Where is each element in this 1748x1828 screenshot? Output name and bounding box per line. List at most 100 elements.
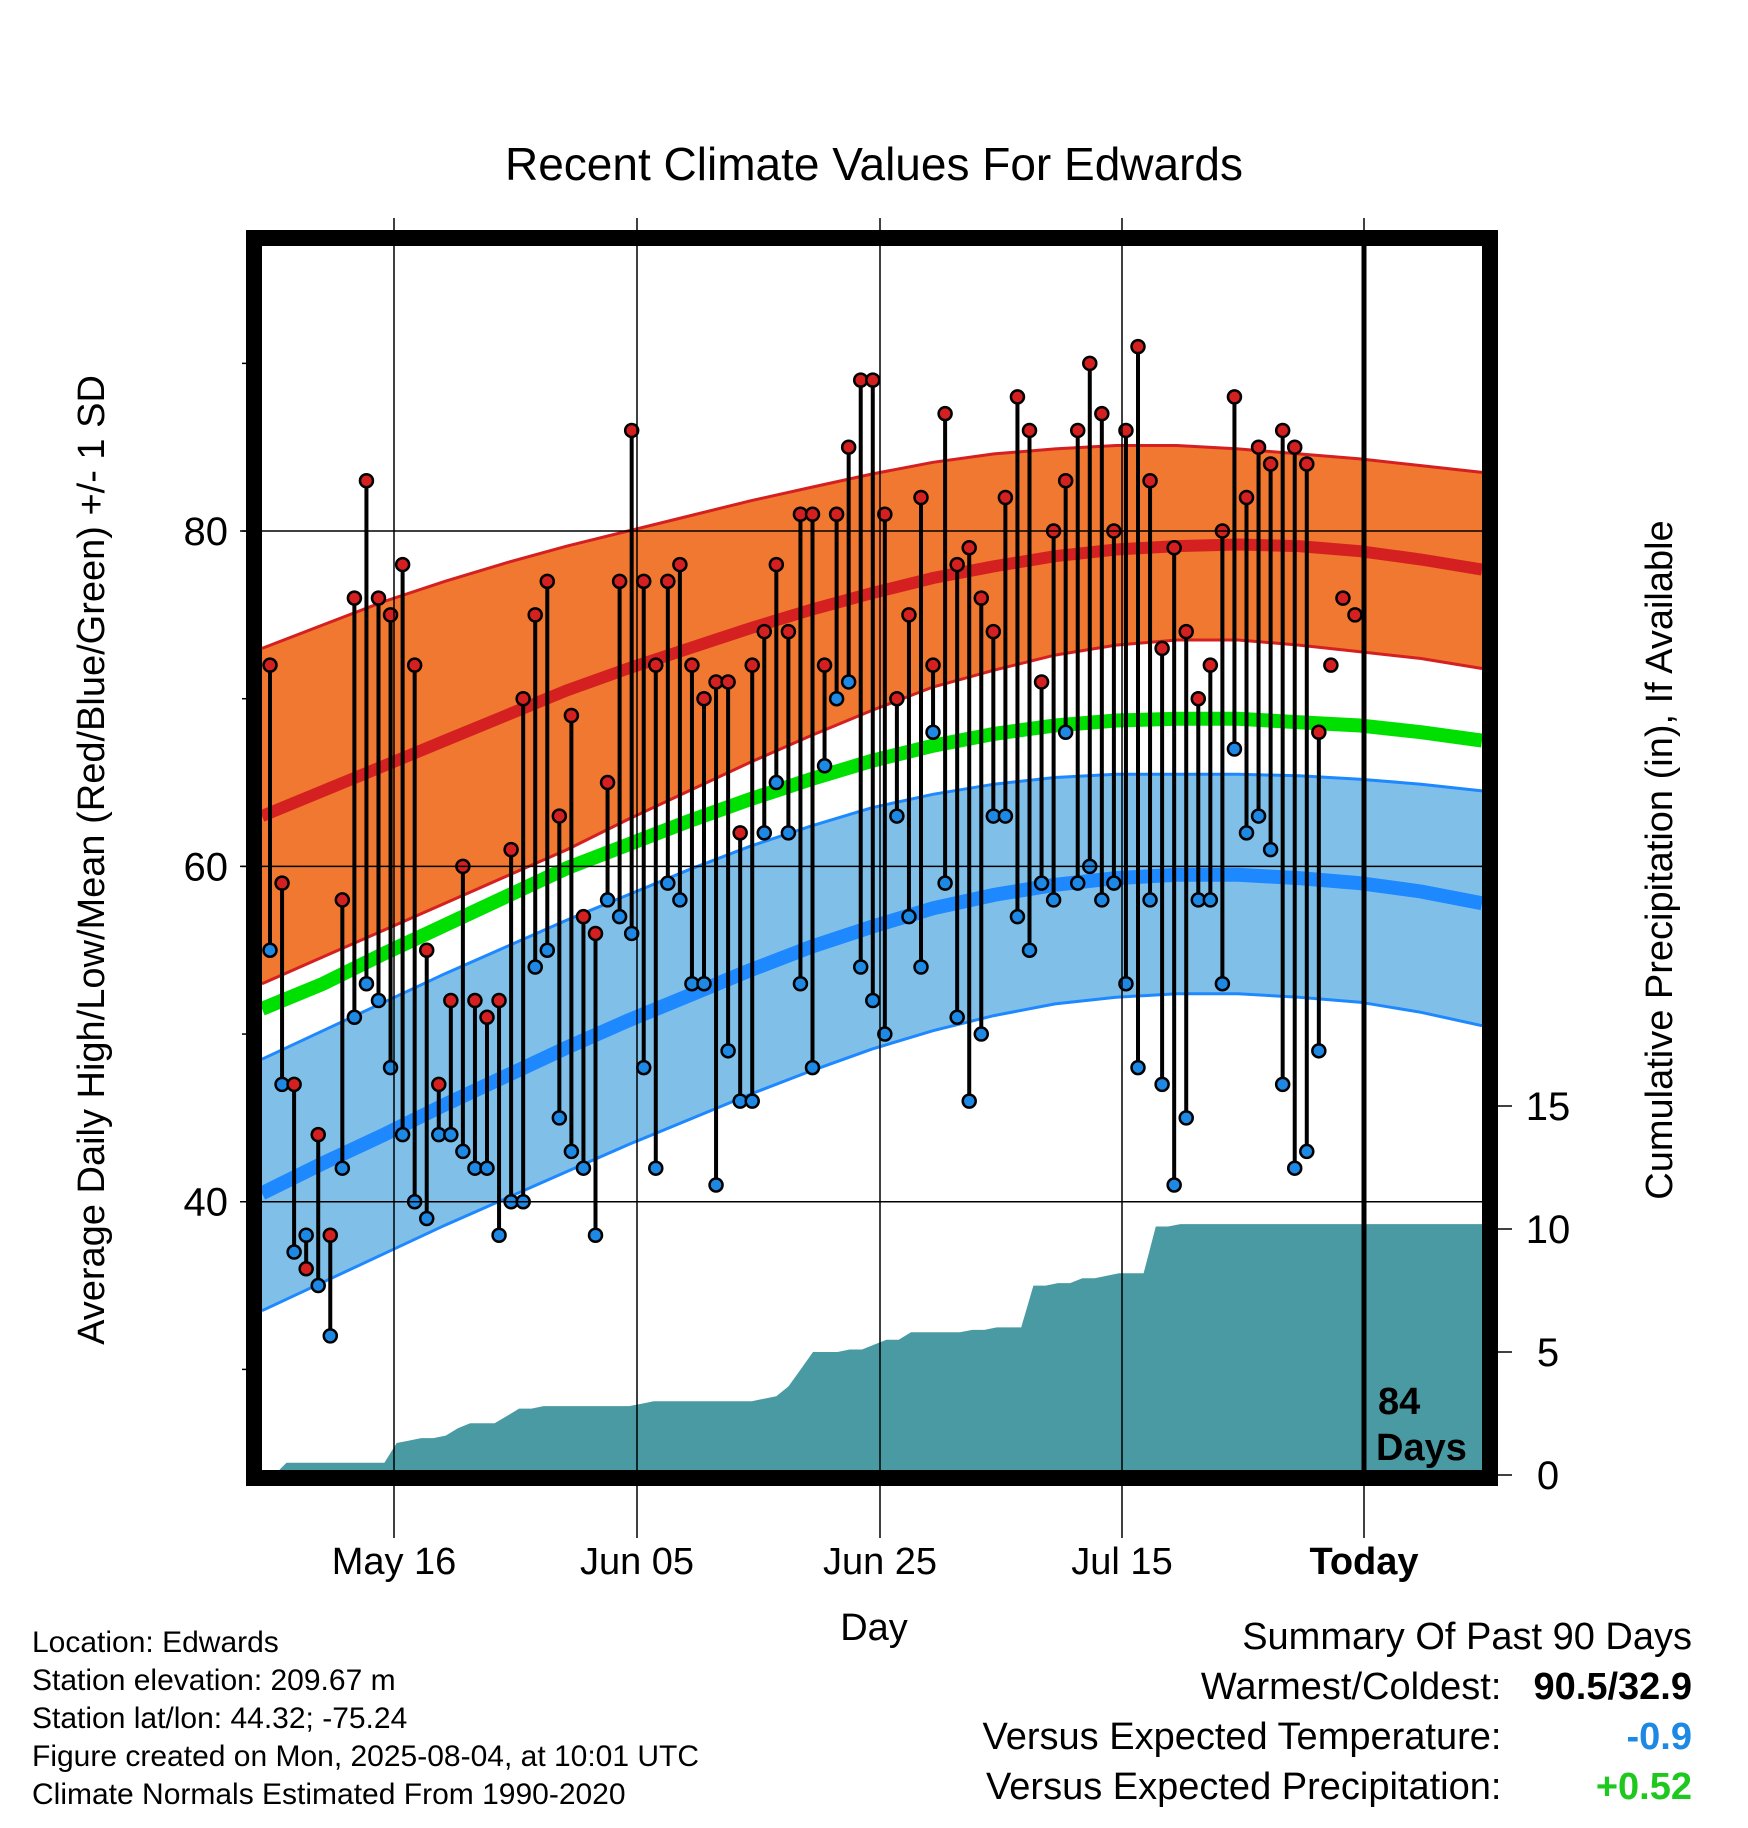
daily-high-point [1250, 439, 1267, 455]
daily-high-point [937, 405, 953, 422]
normal-low-band [262, 774, 1482, 1311]
warm-cold-row: Warmest/Coldest: 90.5/32.9 [983, 1662, 1692, 1712]
daily-high-point [635, 573, 652, 590]
elevation-text: Station elevation: 209.67 m [32, 1664, 396, 1697]
precipitation-area [262, 1224, 1482, 1475]
daily-high-point [623, 422, 640, 439]
daily-low-point [539, 942, 556, 958]
daily-high-point [648, 657, 664, 673]
daily-high-point [684, 657, 700, 673]
daily-high-point [1033, 674, 1050, 690]
daily-low-point [913, 959, 929, 975]
daily-low-point [672, 892, 688, 908]
daily-high-point [756, 623, 773, 640]
daily-high-point [262, 657, 278, 673]
daily-low-point [1274, 1076, 1291, 1093]
daily-high-point [1226, 389, 1243, 405]
daily-high-point [611, 573, 628, 590]
plot-frame [246, 230, 1498, 1486]
daily-high-point [346, 590, 363, 606]
daily-low-point [322, 1328, 339, 1344]
daily-high-point [1021, 422, 1038, 439]
daily-high-point [1311, 724, 1327, 740]
daily-low-point [696, 976, 712, 992]
daily-low-point [648, 1160, 664, 1176]
daily-high-point [358, 472, 375, 489]
daily-low-point [1069, 875, 1086, 891]
daily-high-point [660, 573, 676, 590]
daily-low-point [720, 1043, 736, 1059]
daily-low-point [635, 1059, 652, 1076]
daily-low-point [660, 875, 676, 891]
daily-high-point [539, 573, 556, 590]
daily-low-point [1250, 808, 1267, 824]
daily-low-point [623, 925, 640, 942]
daily-high-point [322, 1227, 339, 1244]
daily-high-point [563, 707, 580, 724]
daily-low-point [443, 1126, 459, 1143]
daily-high-point [804, 506, 821, 523]
daily-high-point [575, 908, 592, 925]
daily-low-point [852, 959, 869, 975]
daily-low-point [1299, 1143, 1315, 1160]
daily-low-point [780, 825, 797, 841]
daily-low-point [1142, 892, 1158, 908]
daily-high-point [1335, 590, 1351, 606]
daily-high-point [1057, 472, 1074, 489]
daily-low-point [262, 942, 278, 958]
daily-high-point [527, 607, 543, 623]
daily-low-point [1226, 741, 1243, 757]
daily-high-point [587, 925, 604, 942]
daily-low-point [1311, 1043, 1327, 1059]
days-word-label: Days [1376, 1427, 1467, 1469]
warm-cold-value: 90.5/32.9 [1533, 1666, 1692, 1708]
y-left-tick-label: 40 [184, 1181, 229, 1225]
x-axis-label: Day [840, 1607, 908, 1649]
daily-low-point [334, 1160, 351, 1176]
daily-high-point [889, 690, 905, 707]
daily-low-point [479, 1160, 495, 1176]
temp-row: Versus Expected Temperature: -0.9 [983, 1712, 1692, 1762]
precip-label: Versus Expected Precipitation: [986, 1766, 1502, 1808]
daily-high-point [599, 774, 616, 791]
x-tick-label: Jun 25 [823, 1541, 937, 1583]
daily-high-point [1274, 422, 1291, 439]
daily-high-point [443, 992, 459, 1009]
daily-low-point [551, 1110, 568, 1126]
daily-high-point [780, 623, 797, 640]
daily-high-point [1323, 657, 1339, 673]
daily-high-point [949, 556, 965, 573]
daily-low-point [587, 1227, 604, 1244]
warm-cold-label: Warmest/Coldest: [1200, 1666, 1502, 1708]
daily-high-point [334, 892, 351, 908]
daily-low-point [925, 724, 941, 740]
days-count-label: 84 [1378, 1381, 1420, 1423]
daily-low-point [828, 690, 845, 707]
y-right-tick-label: 0 [1537, 1454, 1559, 1498]
daily-low-point [1202, 892, 1219, 908]
precip-row: Versus Expected Precipitation: +0.52 [983, 1762, 1692, 1812]
daily-high-point [1094, 405, 1110, 422]
daily-low-point [382, 1059, 399, 1076]
daily-high-point [382, 607, 399, 623]
daily-low-point [973, 1026, 990, 1042]
daily-low-point [346, 1009, 363, 1026]
y-left-tick-label: 60 [184, 845, 229, 889]
daily-low-point [394, 1126, 411, 1143]
daily-high-point [1082, 355, 1098, 372]
daily-low-point [1238, 825, 1255, 841]
daily-low-point [1106, 875, 1122, 891]
daily-high-point [985, 623, 1002, 640]
daily-low-point [708, 1177, 724, 1193]
daily-high-point [961, 540, 977, 556]
summary-panel: Summary Of Past 90 Days Warmest/Coldest:… [983, 1612, 1692, 1812]
daily-low-point [1130, 1059, 1146, 1076]
daily-high-point [551, 808, 568, 824]
normals-text: Climate Normals Estimated From 1990-2020 [32, 1778, 626, 1811]
daily-low-point [310, 1277, 326, 1294]
daily-low-point [527, 959, 543, 975]
daily-low-point [1286, 1160, 1303, 1176]
daily-low-point [1154, 1076, 1170, 1093]
daily-high-point [672, 556, 688, 573]
daily-high-point [840, 439, 857, 455]
